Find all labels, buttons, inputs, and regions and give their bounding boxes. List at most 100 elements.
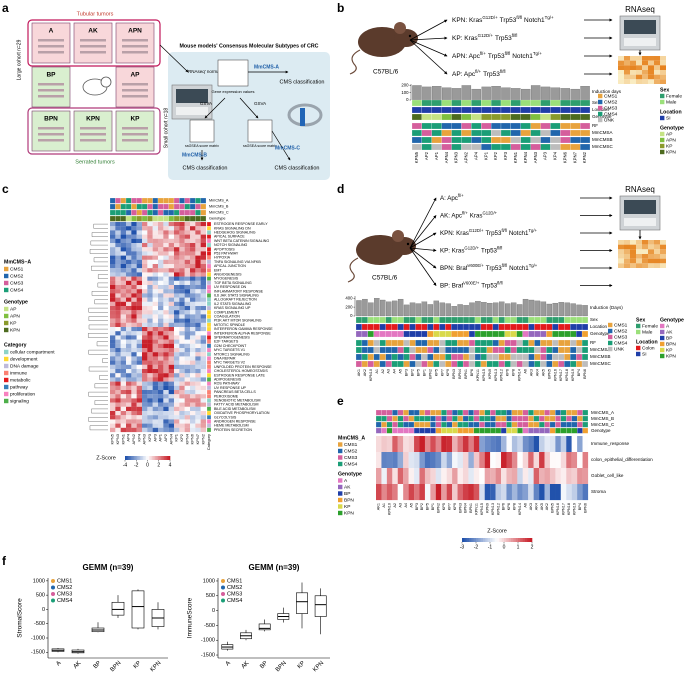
- legend-swatch: [4, 273, 9, 279]
- group-border: [27, 19, 161, 67]
- annotation-cell: [495, 427, 502, 434]
- category-cell: [206, 326, 212, 332]
- heatmap-cell: [115, 234, 121, 239]
- column-label: KP9: [446, 369, 450, 376]
- heatmap-cell: [190, 259, 196, 265]
- annotation-cell: [461, 129, 472, 137]
- heatmap-cell: [179, 234, 185, 239]
- heatmap-cell: [419, 484, 426, 501]
- heatmap-cell: [184, 364, 191, 370]
- heatmap-cell: [184, 398, 191, 403]
- heatmap-cell: [126, 314, 132, 319]
- annotation-cell: [552, 323, 559, 331]
- colorbar-tick-label: 2: [531, 544, 534, 550]
- heatmap-cell: [115, 360, 121, 365]
- annotation-cell: [451, 113, 462, 121]
- column-label: KPN10: [388, 503, 392, 515]
- heatmap-cell: [190, 373, 196, 378]
- heatmap-cell: [190, 415, 196, 420]
- column-label: APN3: [533, 151, 538, 163]
- chart-title: GEMM (n=39): [83, 563, 134, 572]
- legend-label: immune: [10, 370, 27, 376]
- annotation-cell: [552, 353, 559, 361]
- column-label: KP4: [136, 433, 141, 441]
- heatmap-cell: [386, 436, 393, 453]
- annotation-cell: [441, 143, 452, 151]
- annotation-cell: [413, 415, 420, 422]
- heatmap-cell: [544, 468, 551, 485]
- legend-label: CMS2: [614, 328, 628, 334]
- heatmap-cell: [142, 415, 148, 420]
- heatmap-cell: [168, 243, 175, 248]
- annotation-cell: [355, 346, 363, 354]
- heatmap-cell: [163, 310, 169, 315]
- heatmap-cell: [195, 230, 201, 235]
- heatmap-cell: [549, 468, 556, 485]
- heatmap-cell: [168, 285, 175, 290]
- colorbar-segment: [152, 456, 154, 460]
- heatmap-cell: [131, 255, 137, 260]
- bar: [560, 88, 570, 101]
- workflow-label: CMS classification: [183, 165, 228, 171]
- heatmap-cell: [152, 356, 159, 361]
- legend-swatch: [338, 461, 343, 467]
- legend-swatch: [338, 510, 343, 516]
- heatmap-cell: [115, 230, 121, 235]
- legend-swatch: [51, 592, 55, 596]
- column-label: APN3: [142, 433, 147, 444]
- heatmap-cell: [544, 484, 551, 501]
- heatmap-cell: [184, 419, 191, 424]
- heatmap-cell: [195, 419, 201, 424]
- heatmap-cell: [115, 348, 121, 353]
- annotation-cell: [403, 353, 410, 361]
- annotation-cell: [462, 360, 470, 368]
- heatmap-cell: [446, 468, 453, 485]
- heatmap-cell: [163, 398, 169, 403]
- heatmap-cell: [136, 297, 143, 302]
- heatmap-cell: [163, 251, 169, 256]
- bar: [356, 300, 362, 317]
- annotation-cell: [540, 106, 551, 114]
- heatmap-cell: [168, 381, 175, 386]
- gene-text-placeholder: [38, 95, 64, 98]
- annotation-cell: [435, 427, 442, 434]
- annotation-cell: [163, 209, 169, 216]
- heatmap-cell: [131, 310, 137, 315]
- legend-swatch: [660, 353, 665, 359]
- annotation-cell: [480, 346, 487, 354]
- heatmap-cell: [179, 280, 185, 286]
- bar: [487, 302, 493, 317]
- heatmap-cell: [184, 411, 191, 416]
- heatmap-cell: [110, 234, 116, 239]
- legend-label: metabolic: [10, 377, 31, 383]
- heatmap-cell: [126, 230, 132, 235]
- heatmap-cell: [184, 356, 191, 361]
- workflow-label: CMS classification: [275, 165, 320, 171]
- annotation-cell: [550, 99, 561, 107]
- heatmap-cell: [200, 394, 207, 399]
- pathway-label: E2F TARGETS: [214, 340, 239, 344]
- annotation-cell: [564, 360, 571, 368]
- annotation-cell: [538, 427, 545, 434]
- legend-label: KP: [666, 347, 672, 353]
- annotation-cell: [435, 409, 442, 416]
- annotation-cell: [474, 323, 482, 331]
- heatmap-cell: [528, 452, 534, 469]
- heatmap-cell: [174, 348, 180, 353]
- colorbar-segment: [490, 538, 493, 542]
- annotation-cell: [492, 353, 499, 361]
- annotation-cell: [471, 99, 482, 107]
- bar: [528, 299, 535, 317]
- category-cell: [206, 242, 212, 248]
- mini-heatmap-cell: [642, 65, 648, 70]
- annotation-cell: [530, 143, 541, 151]
- heatmap-cell: [200, 415, 207, 420]
- annotation-cell: [361, 360, 368, 368]
- heatmap-cell: [142, 423, 148, 428]
- heatmap-cell: [174, 352, 180, 357]
- heatmap-cell: [120, 343, 127, 349]
- annotation-cell: [361, 323, 368, 331]
- legend-label: APN: [10, 313, 20, 319]
- heatmap-cell: [190, 251, 196, 256]
- heatmap-cell: [195, 247, 201, 252]
